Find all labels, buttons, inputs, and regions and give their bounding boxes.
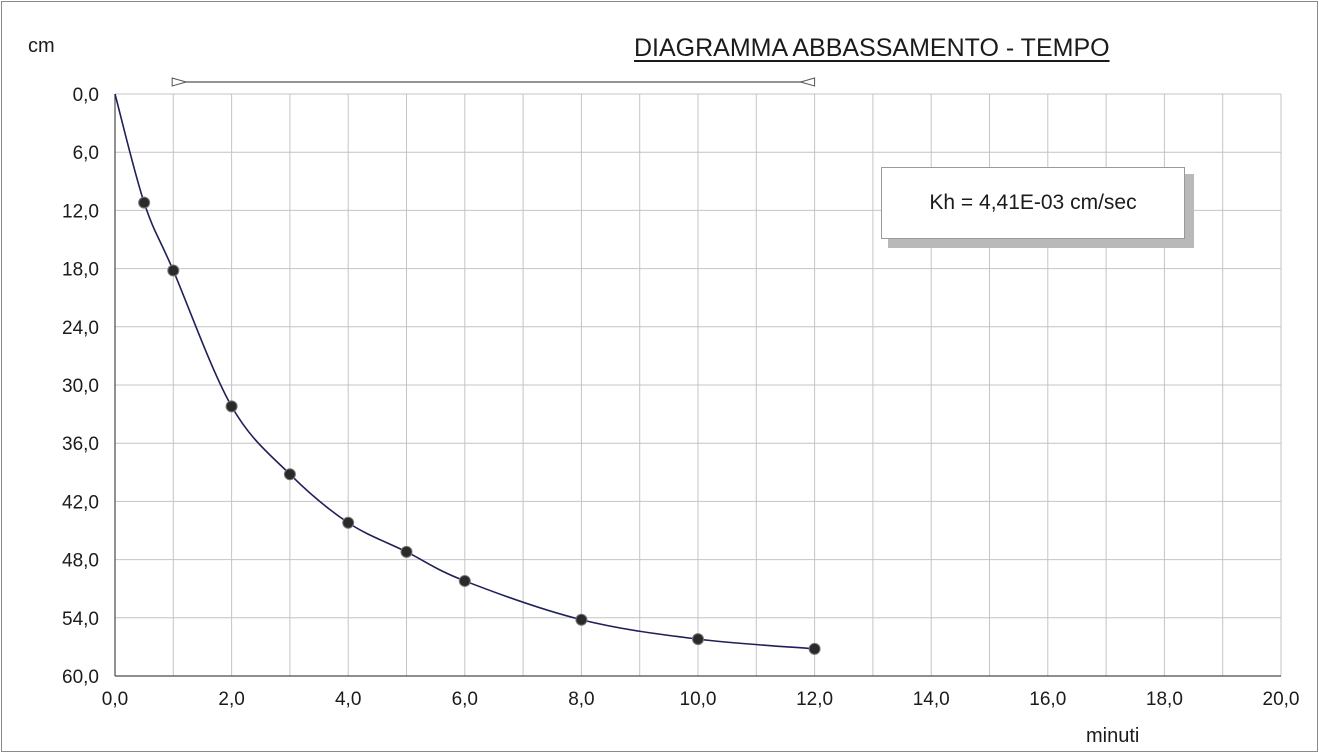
x-tick-labels: 0,0 2,0 4,0 6,0 8,0 10,0 12,0 14,0 16,0 18,0 20,0 — [102, 689, 1300, 710]
data-point — [808, 642, 821, 655]
x-tick-label: 18,0 — [1146, 689, 1183, 710]
y-tick-label: 0,0 — [73, 85, 99, 106]
x-tick-label: 14,0 — [913, 689, 950, 710]
data-point — [342, 516, 355, 529]
x-tick-label: 20,0 — [1263, 689, 1300, 710]
x-tick-label: 0,0 — [102, 689, 128, 710]
y-tick-label: 36,0 — [62, 434, 99, 455]
chart-title: DIAGRAMMA ABBASSAMENTO - TEMPO — [634, 34, 1110, 62]
x-tick-label: 12,0 — [796, 689, 833, 710]
y-tick-label: 48,0 — [62, 551, 99, 572]
range-marker — [171, 77, 816, 87]
range-marker-end-arrow — [798, 77, 816, 87]
axes — [114, 94, 1281, 677]
x-tick-label: 6,0 — [452, 689, 478, 710]
annotation-text: Kh = 4,41E-03 cm/sec — [929, 191, 1137, 214]
y-tick-label: 18,0 — [62, 260, 99, 281]
x-axis-label: minuti — [1086, 725, 1140, 747]
y-tick-label: 6,0 — [73, 143, 99, 164]
data-point — [458, 574, 471, 587]
x-tick-label: 8,0 — [568, 689, 594, 710]
range-marker-start-arrow — [171, 77, 188, 87]
y-tick-label: 24,0 — [62, 318, 99, 339]
y-axis-label: cm — [28, 35, 55, 57]
x-tick-label: 16,0 — [1029, 689, 1066, 710]
data-point — [400, 545, 413, 558]
y-tick-label: 60,0 — [62, 667, 99, 688]
annotation-box: Kh = 4,41E-03 cm/sec — [881, 167, 1185, 239]
y-tick-labels: 0,0 6,0 12,0 18,0 24,0 30,0 36,0 42,0 48,0 54,0 60… — [62, 85, 99, 688]
x-tick-label: 2,0 — [218, 689, 244, 710]
y-tick-label: 12,0 — [62, 201, 99, 222]
series-points — [138, 196, 821, 655]
data-point — [225, 400, 238, 413]
data-point — [167, 264, 180, 277]
x-tick-label: 4,0 — [335, 689, 361, 710]
y-tick-label: 42,0 — [62, 492, 99, 513]
y-tick-label: 30,0 — [62, 376, 99, 397]
y-tick-label: 54,0 — [62, 609, 99, 630]
data-point — [692, 633, 704, 646]
data-point — [283, 468, 296, 481]
data-point — [575, 613, 588, 626]
data-point — [138, 196, 151, 209]
x-tick-label: 10,0 — [680, 689, 717, 710]
